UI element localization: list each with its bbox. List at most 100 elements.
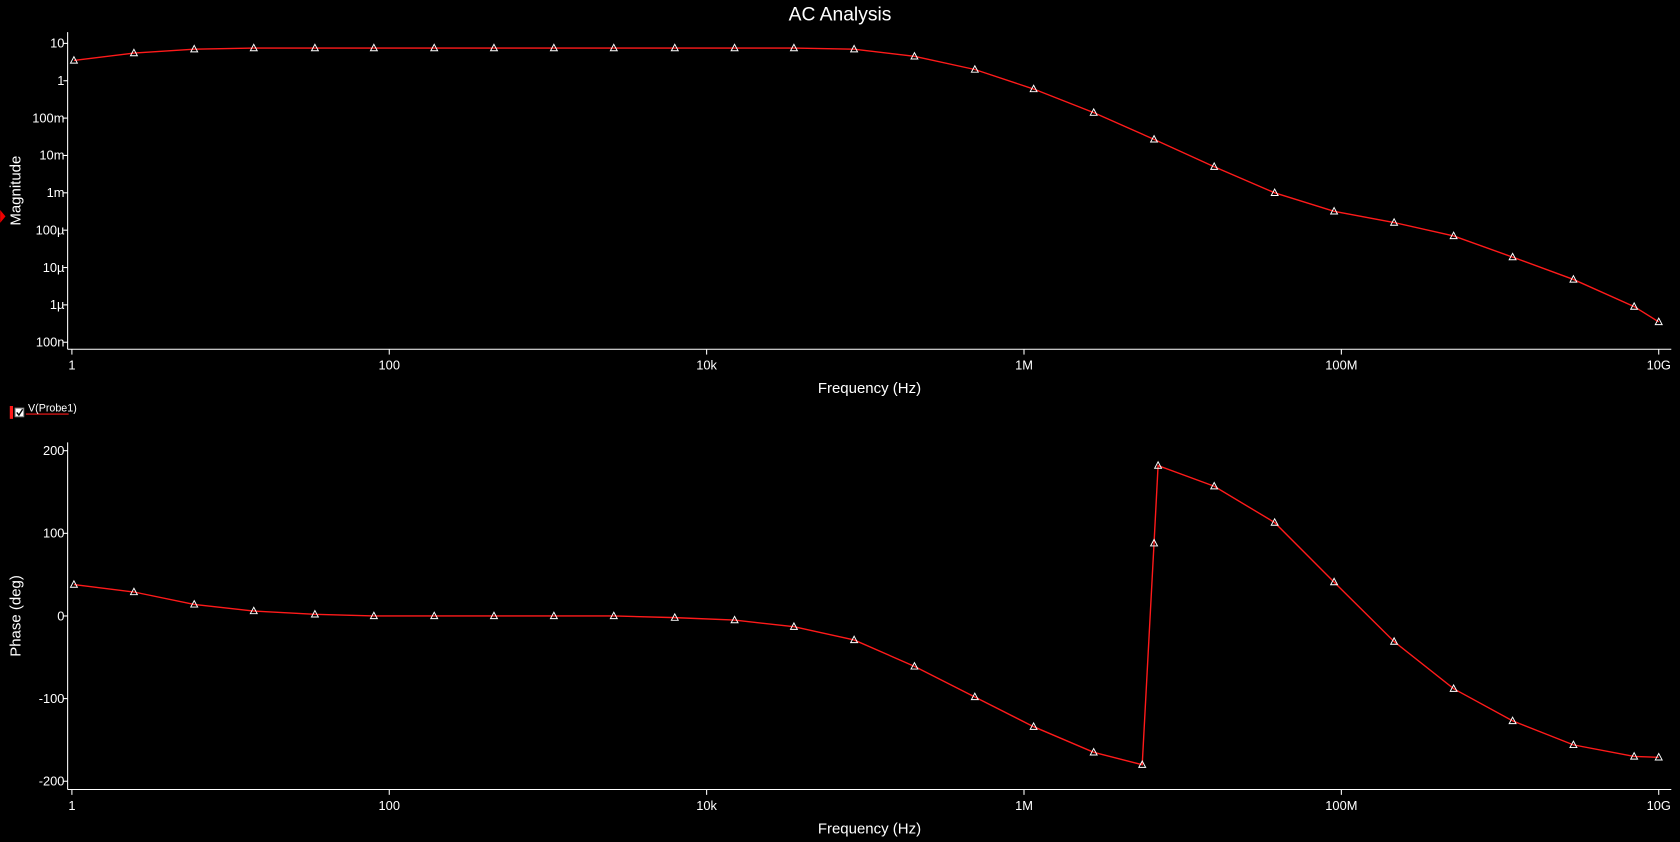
- data-marker: [69, 579, 79, 588]
- data-marker: [1270, 517, 1279, 526]
- cursor-marker: [0, 209, 6, 223]
- y-tick-label: 100m: [32, 110, 64, 125]
- y-tick-label: 0: [57, 608, 64, 623]
- data-marker: [970, 692, 980, 701]
- legend-check: [16, 408, 24, 417]
- data-marker: [1569, 740, 1578, 749]
- data-marker: [1654, 752, 1663, 761]
- legend-label: V(Probe1): [28, 402, 77, 414]
- data-marker: [1089, 107, 1098, 116]
- data-marker: [189, 599, 199, 608]
- data-marker: [849, 44, 859, 53]
- data-marker: [549, 43, 559, 52]
- data-marker: [549, 611, 559, 620]
- data-marker: [129, 587, 139, 596]
- data-marker: [970, 64, 980, 73]
- data-marker: [429, 611, 439, 620]
- data-marker: [489, 43, 499, 52]
- data-marker: [1629, 751, 1639, 760]
- y-tick-label: 10m: [39, 148, 64, 163]
- y-axis-title: Phase (deg): [7, 575, 24, 657]
- data-marker: [1449, 683, 1458, 692]
- x-axis-title: Frequency (Hz): [818, 820, 921, 837]
- data-marker: [1137, 759, 1147, 768]
- data-marker: [730, 43, 739, 52]
- data-marker: [730, 615, 739, 624]
- data-marker: [369, 43, 379, 52]
- data-marker: [310, 43, 320, 52]
- legend-checkbox: [14, 407, 25, 418]
- y-tick-label: -200: [39, 774, 65, 789]
- chart-title: AC Analysis: [789, 4, 892, 25]
- data-marker: [369, 611, 379, 620]
- data-marker: [1449, 231, 1458, 240]
- x-tick-label: 1: [68, 358, 75, 373]
- data-marker: [1209, 161, 1219, 170]
- x-tick-label: 10k: [696, 798, 717, 813]
- x-tick-label: 100M: [1325, 798, 1357, 813]
- x-axis-title: Frequency (Hz): [818, 380, 921, 397]
- data-marker: [1089, 747, 1098, 756]
- data-marker: [910, 51, 919, 60]
- data-marker: [429, 43, 439, 52]
- y-tick-label: 1: [57, 73, 64, 88]
- x-tick-label: 10G: [1647, 798, 1671, 813]
- y-tick-label: 200: [43, 443, 64, 458]
- y-tick-label: 100n: [36, 335, 65, 350]
- data-marker: [1389, 636, 1399, 645]
- data-marker: [1029, 721, 1038, 730]
- data-marker: [189, 44, 199, 53]
- data-marker: [489, 611, 499, 620]
- data-marker: [249, 606, 258, 615]
- y-axis-title: Magnitude: [7, 156, 24, 226]
- x-tick-label: 1M: [1015, 358, 1033, 373]
- data-marker: [670, 612, 680, 621]
- y-tick-label: 1µ: [50, 297, 65, 312]
- series-line: [73, 464, 1659, 766]
- data-marker: [1029, 84, 1038, 93]
- data-marker: [69, 55, 79, 64]
- data-marker: [249, 43, 258, 52]
- y-tick-label: 1m: [47, 185, 65, 200]
- legend-swatch: [9, 406, 13, 419]
- data-marker: [1569, 274, 1578, 283]
- data-marker: [609, 43, 619, 52]
- x-tick-label: 10k: [696, 358, 717, 373]
- data-marker: [849, 635, 859, 644]
- data-marker: [910, 661, 919, 670]
- data-marker: [670, 43, 680, 52]
- data-marker: [1508, 716, 1517, 725]
- data-marker: [1629, 301, 1639, 310]
- series-line: [73, 47, 1660, 323]
- data-marker: [789, 621, 799, 630]
- y-tick-label: 100µ: [36, 222, 65, 237]
- x-tick-label: 1M: [1015, 798, 1033, 813]
- data-marker: [310, 609, 320, 618]
- data-marker: [1209, 481, 1219, 490]
- data-marker: [1149, 538, 1159, 547]
- data-marker: [1149, 134, 1159, 143]
- x-tick-label: 1: [68, 798, 75, 813]
- data-marker: [1270, 188, 1279, 196]
- legend: V(Probe1): [9, 402, 77, 419]
- data-marker: [1654, 317, 1663, 326]
- y-tick-label: -100: [39, 691, 65, 706]
- data-marker: [789, 43, 799, 52]
- x-tick-label: 100: [379, 798, 400, 813]
- data-marker: [129, 48, 139, 57]
- x-tick-label: 100: [379, 358, 400, 373]
- x-tick-label: 100M: [1325, 358, 1357, 373]
- data-marker: [1329, 206, 1339, 215]
- data-marker: [609, 611, 619, 620]
- data-marker: [1389, 217, 1399, 226]
- y-tick-label: 10: [50, 36, 64, 51]
- data-marker: [1508, 252, 1517, 261]
- data-marker: [1329, 577, 1339, 586]
- y-tick-label: 100: [43, 526, 64, 541]
- x-tick-label: 10G: [1647, 358, 1671, 373]
- data-marker: [1153, 460, 1163, 469]
- y-tick-label: 10µ: [43, 260, 65, 275]
